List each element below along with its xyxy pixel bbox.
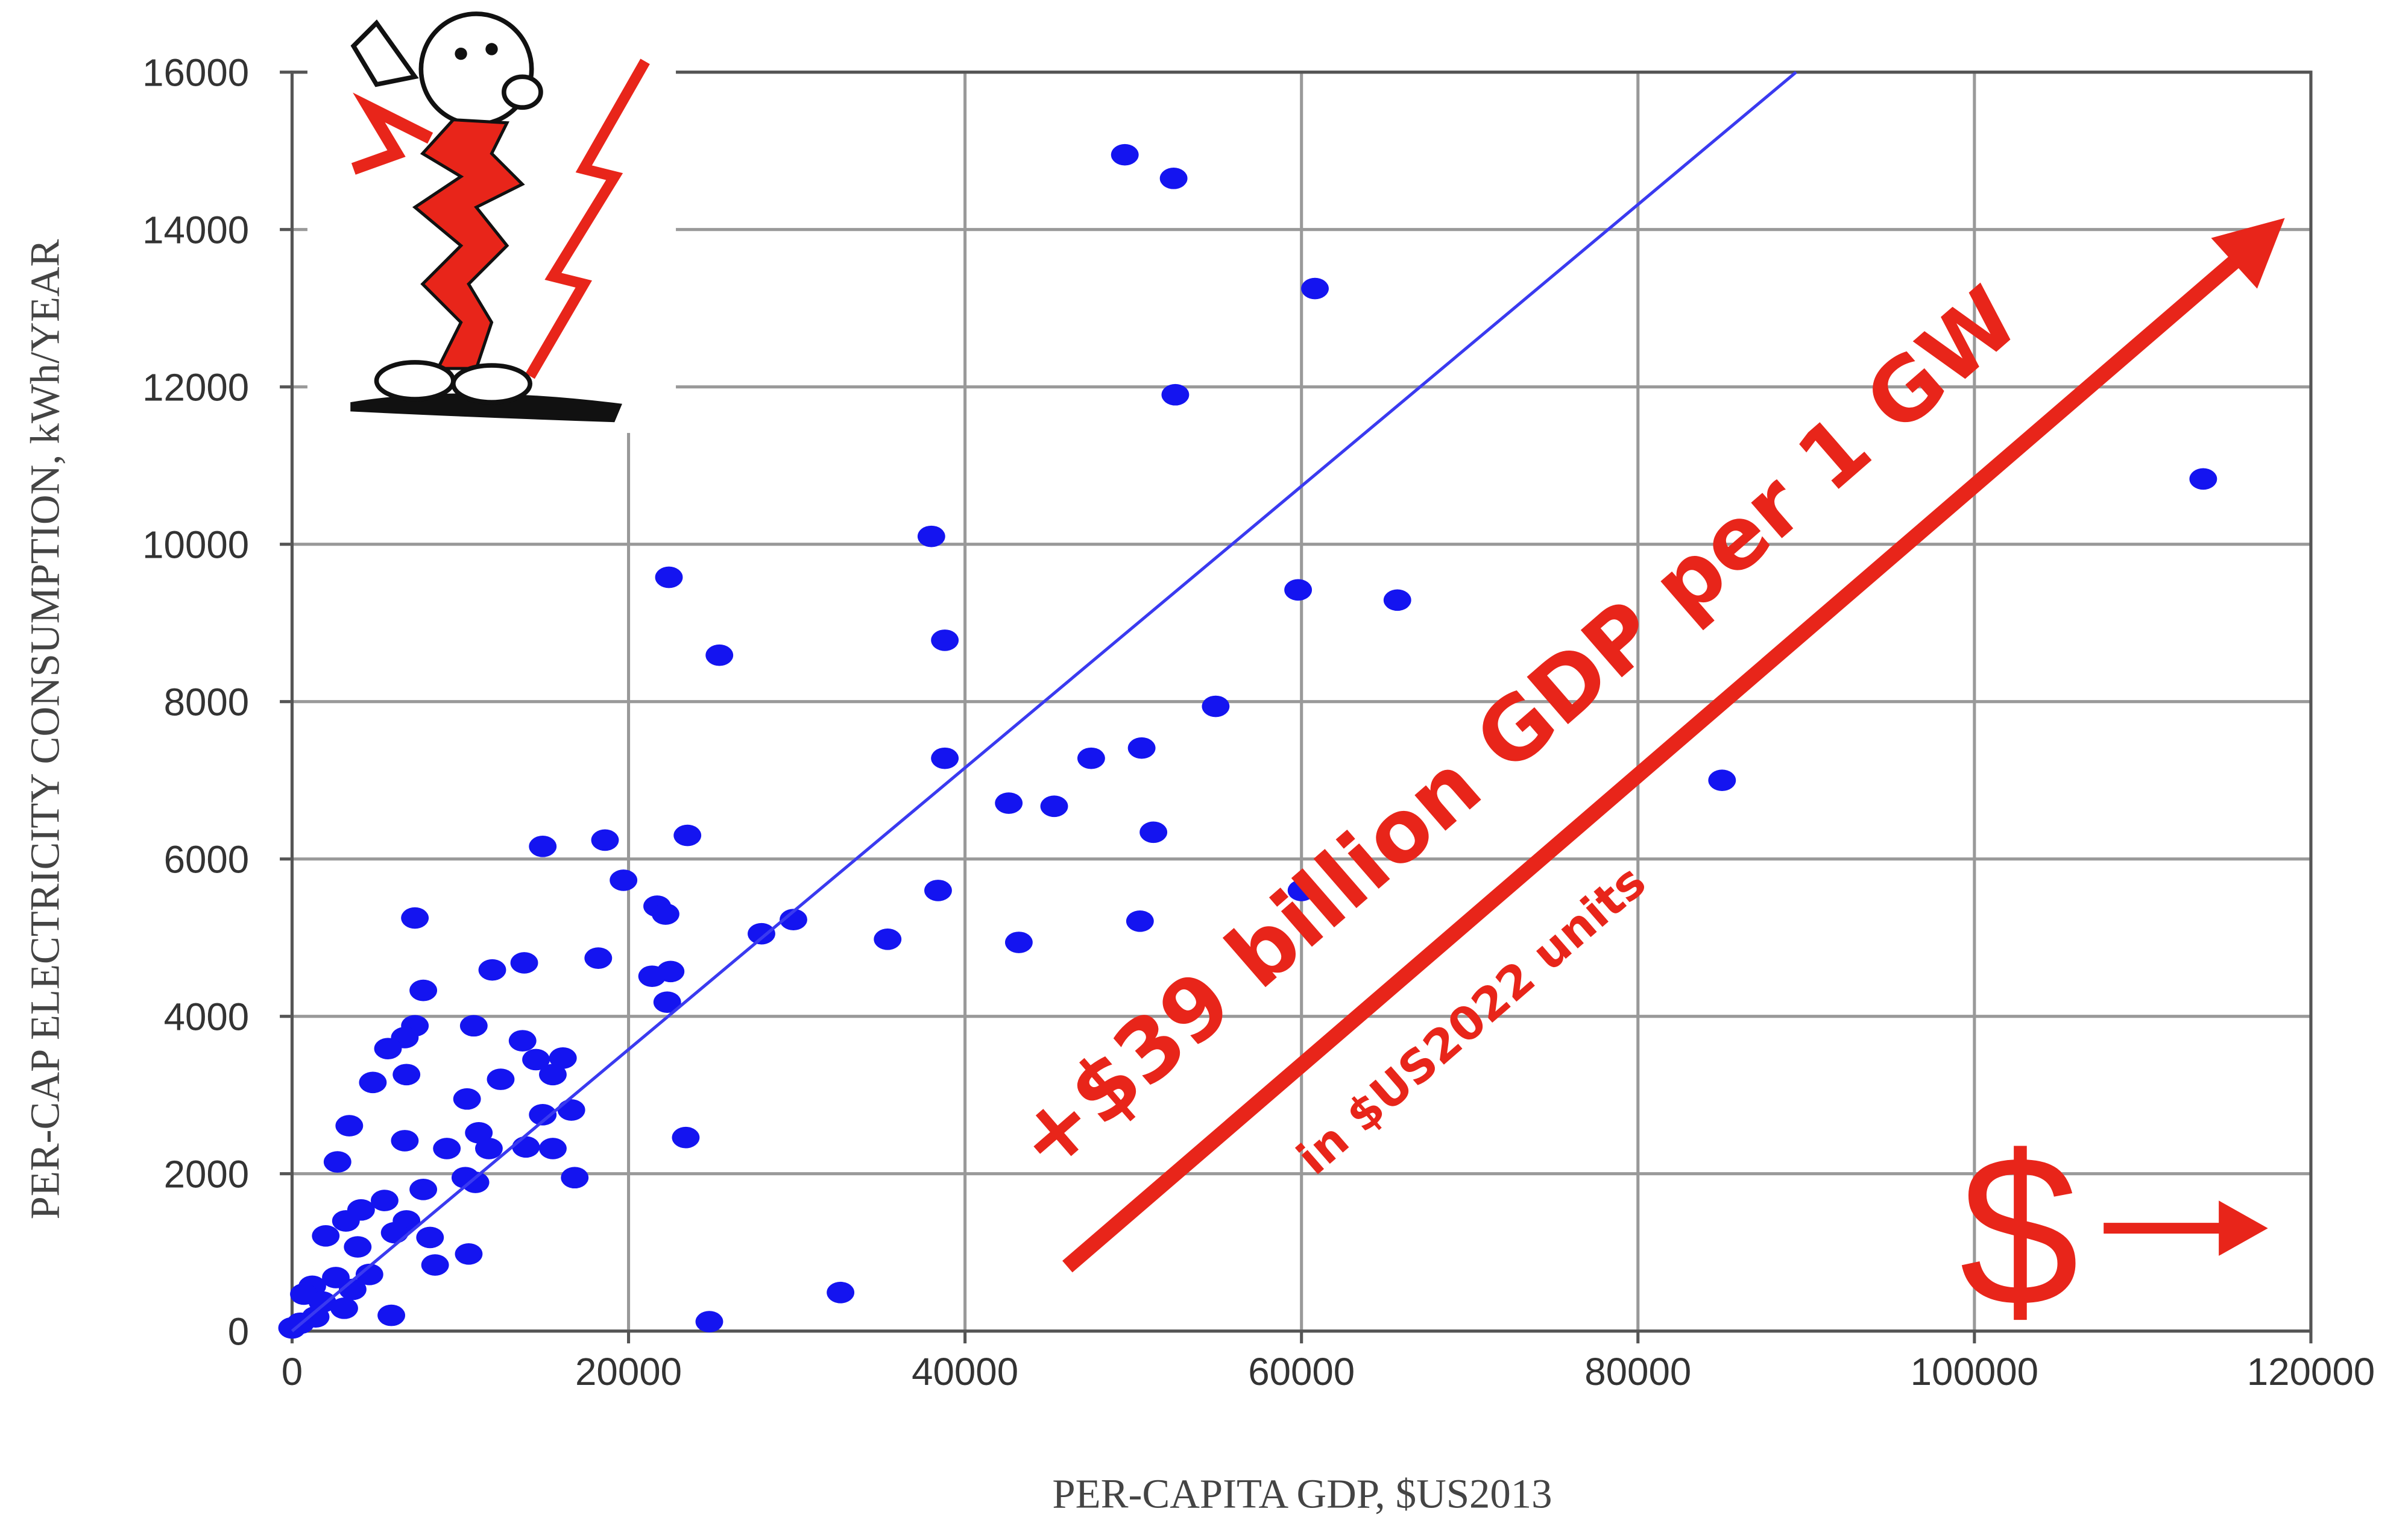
point bbox=[705, 645, 733, 666]
point bbox=[421, 1254, 449, 1276]
point bbox=[931, 629, 959, 651]
point bbox=[995, 792, 1023, 814]
x-tick-label: 60000 bbox=[1248, 1351, 1355, 1393]
y-tick-label: 8000 bbox=[164, 681, 250, 724]
point bbox=[655, 567, 683, 588]
point bbox=[918, 526, 945, 547]
mascot bbox=[307, 0, 676, 433]
x-axis-label: PER-CAPITA GDP, $US2013 bbox=[1052, 1471, 1552, 1517]
point bbox=[1005, 932, 1033, 953]
x-tick-label: 20000 bbox=[575, 1351, 682, 1393]
point bbox=[512, 1137, 540, 1158]
point bbox=[672, 1127, 699, 1149]
y-tick-label: 16000 bbox=[142, 52, 249, 95]
point bbox=[511, 952, 538, 974]
point bbox=[324, 1151, 351, 1173]
point bbox=[374, 1038, 402, 1059]
point bbox=[381, 1222, 409, 1244]
point bbox=[1161, 384, 1189, 406]
point bbox=[475, 1138, 503, 1159]
point bbox=[638, 965, 666, 987]
y-tick-label: 12000 bbox=[142, 367, 249, 409]
point bbox=[924, 880, 952, 901]
point bbox=[652, 903, 679, 925]
point bbox=[371, 1190, 399, 1211]
point bbox=[433, 1138, 461, 1159]
point bbox=[610, 869, 637, 891]
point bbox=[1128, 737, 1156, 759]
chart: +$39 billion GDP per 1 GW in $US2022 uni… bbox=[0, 0, 2408, 1523]
x-tick-label: 120000 bbox=[2247, 1351, 2375, 1393]
point bbox=[673, 825, 701, 847]
point bbox=[1139, 821, 1167, 843]
point bbox=[696, 1311, 723, 1332]
point bbox=[332, 1210, 360, 1232]
point bbox=[827, 1282, 854, 1304]
y-tick-label: 4000 bbox=[164, 996, 250, 1039]
point bbox=[312, 1225, 339, 1247]
point bbox=[359, 1071, 386, 1093]
x-tick-label: 40000 bbox=[912, 1351, 1018, 1393]
point bbox=[1126, 910, 1154, 932]
point bbox=[377, 1305, 405, 1326]
point bbox=[2189, 468, 2217, 490]
x-tick-label: 0 bbox=[282, 1351, 303, 1393]
point bbox=[453, 1088, 481, 1110]
point bbox=[462, 1171, 490, 1193]
y-axis-label: PER-CAP ELECTRICITY CONSUMPTION, kWh/YEA… bbox=[22, 239, 68, 1219]
point bbox=[931, 748, 959, 769]
y-tick-label: 2000 bbox=[164, 1153, 250, 1196]
x-tick-label: 100000 bbox=[1911, 1351, 2038, 1393]
point bbox=[539, 1064, 567, 1085]
y-tick-label: 10000 bbox=[142, 524, 249, 567]
point bbox=[335, 1115, 363, 1137]
point bbox=[460, 1015, 488, 1037]
point bbox=[1160, 168, 1188, 189]
y-tick-label: 14000 bbox=[142, 209, 249, 252]
point bbox=[1708, 769, 1736, 791]
point bbox=[584, 947, 612, 969]
point bbox=[509, 1030, 537, 1052]
point bbox=[416, 1227, 444, 1249]
point bbox=[344, 1236, 371, 1258]
point bbox=[1077, 748, 1105, 769]
point bbox=[392, 1064, 420, 1085]
point bbox=[401, 907, 429, 929]
point bbox=[455, 1243, 483, 1265]
point bbox=[539, 1138, 567, 1159]
y-tick-label: 0 bbox=[228, 1311, 249, 1354]
point bbox=[409, 980, 437, 1001]
point bbox=[1202, 696, 1229, 717]
point bbox=[1041, 795, 1068, 817]
point bbox=[1284, 579, 1312, 601]
point bbox=[1301, 278, 1329, 300]
point bbox=[591, 830, 619, 851]
y-tick-label: 6000 bbox=[164, 839, 250, 881]
point bbox=[874, 929, 901, 950]
point bbox=[558, 1099, 585, 1121]
point bbox=[561, 1167, 588, 1188]
point bbox=[279, 1317, 306, 1339]
annotation: $ bbox=[1959, 1110, 2079, 1351]
point bbox=[391, 1130, 418, 1152]
point bbox=[409, 1179, 437, 1200]
point bbox=[1111, 144, 1139, 166]
point bbox=[1384, 590, 1411, 611]
point bbox=[529, 836, 556, 857]
x-tick-label: 80000 bbox=[1584, 1351, 1691, 1393]
point bbox=[330, 1298, 358, 1319]
point bbox=[748, 923, 775, 945]
point bbox=[487, 1068, 515, 1090]
point bbox=[479, 959, 506, 981]
